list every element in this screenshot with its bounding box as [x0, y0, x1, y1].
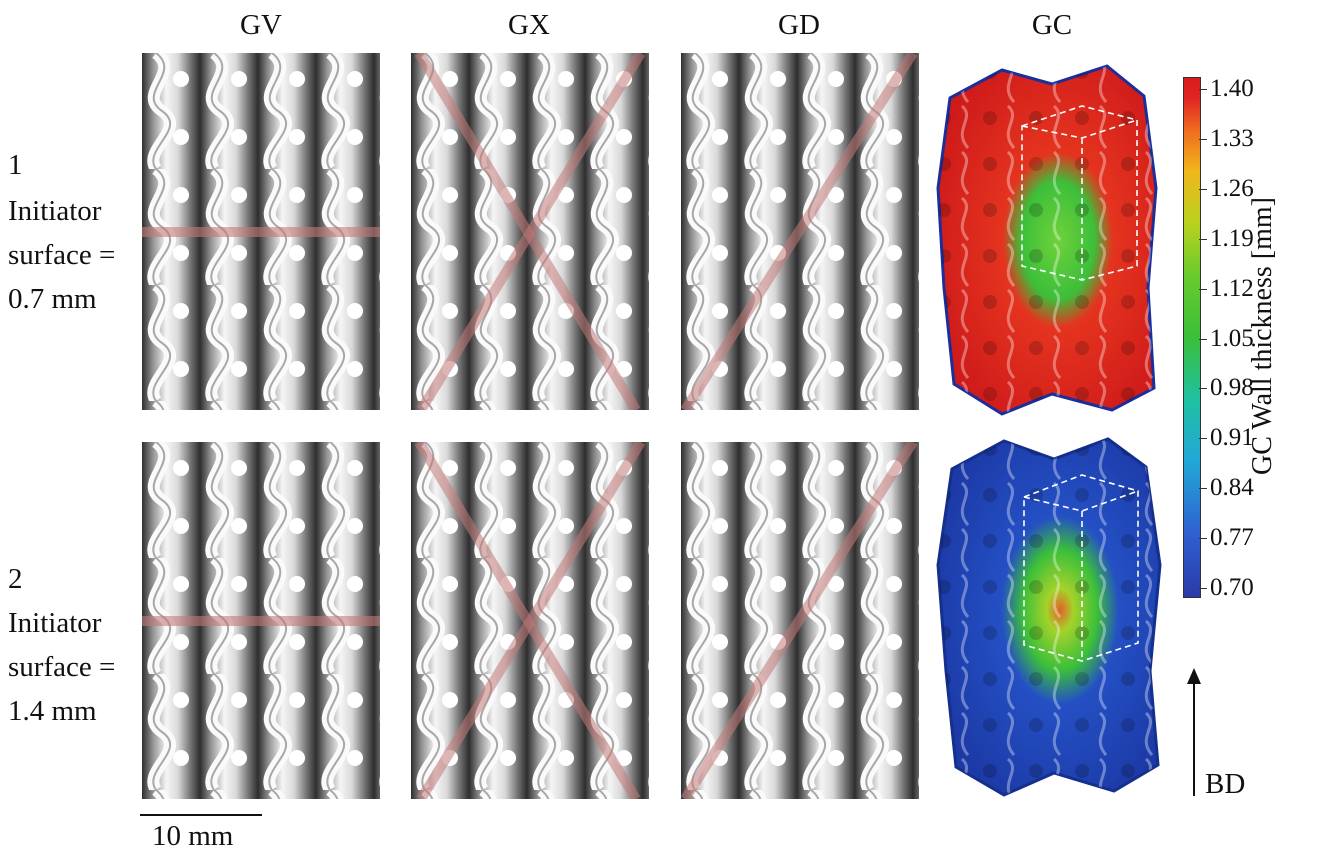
colorbar-tick-label: 0.98: [1210, 374, 1254, 402]
column-header-gc: GC: [1031, 9, 1073, 41]
row-text-line: 0.7 mm: [8, 283, 97, 315]
cut-line: [681, 442, 918, 799]
row-text-line: surface =: [8, 651, 116, 683]
colorbar-tick-label: 0.77: [1210, 524, 1254, 552]
scale-bar: [140, 814, 262, 816]
colorbar-tick-label: 0.91: [1210, 424, 1254, 452]
cut-line: [416, 53, 646, 410]
colorbar-tick: [1199, 89, 1207, 90]
cut-line: [416, 442, 646, 799]
panel-gv-row2: [142, 442, 380, 799]
scale-bar-label: 10 mm: [152, 820, 234, 852]
row-text-line: Initiator: [8, 195, 102, 227]
row-text-line: Initiator: [8, 607, 102, 639]
colorbar-tick-label: 1.12: [1210, 274, 1254, 302]
cut-line: [681, 53, 918, 410]
colorbar-tick: [1199, 388, 1207, 390]
column-header-gv: GV: [240, 9, 282, 41]
colorbar-tick: [1199, 238, 1207, 240]
row-number: 1: [8, 149, 23, 181]
colorbar-tick: [1199, 588, 1207, 589]
panel-gd-row2: [681, 442, 919, 799]
gc-render-row1: [932, 58, 1172, 423]
colorbar-tick-label: 0.84: [1210, 474, 1254, 502]
colorbar-tick-label: 0.70: [1210, 574, 1254, 601]
colorbar-tick: [1199, 188, 1207, 190]
build-direction-arrow: [1181, 668, 1207, 803]
colorbar-tick-label: 1.26: [1210, 174, 1254, 202]
colorbar: [1183, 77, 1201, 598]
colorbar-tick-label: 1.19: [1210, 224, 1254, 252]
colorbar-tick-label: 1.05: [1210, 324, 1254, 352]
colorbar-tick-label: 1.33: [1210, 124, 1254, 152]
colorbar-tick: [1199, 538, 1207, 540]
colorbar-tick: [1199, 138, 1207, 140]
colorbar-tick: [1199, 338, 1207, 340]
row-number: 2: [8, 563, 23, 595]
build-direction-label: BD: [1205, 768, 1246, 800]
panel-gv-row1: [142, 53, 380, 410]
gc-render-row2: [932, 435, 1172, 805]
panel-gx-row1: [411, 53, 649, 410]
column-header-gx: GX: [508, 9, 550, 41]
colorbar-tick-label: 1.40: [1210, 75, 1254, 102]
column-header-gd: GD: [778, 9, 820, 41]
panel-gx-row2: [411, 442, 649, 799]
colorbar-tick: [1199, 488, 1207, 490]
panel-gd-row1: [681, 53, 919, 410]
row-text-line: surface =: [8, 239, 116, 271]
colorbar-tick: [1199, 438, 1207, 440]
row-text-line: 1.4 mm: [8, 695, 97, 727]
colorbar-title: GC Wall thickness [mm]: [1247, 197, 1278, 475]
colorbar-tick: [1199, 288, 1207, 290]
